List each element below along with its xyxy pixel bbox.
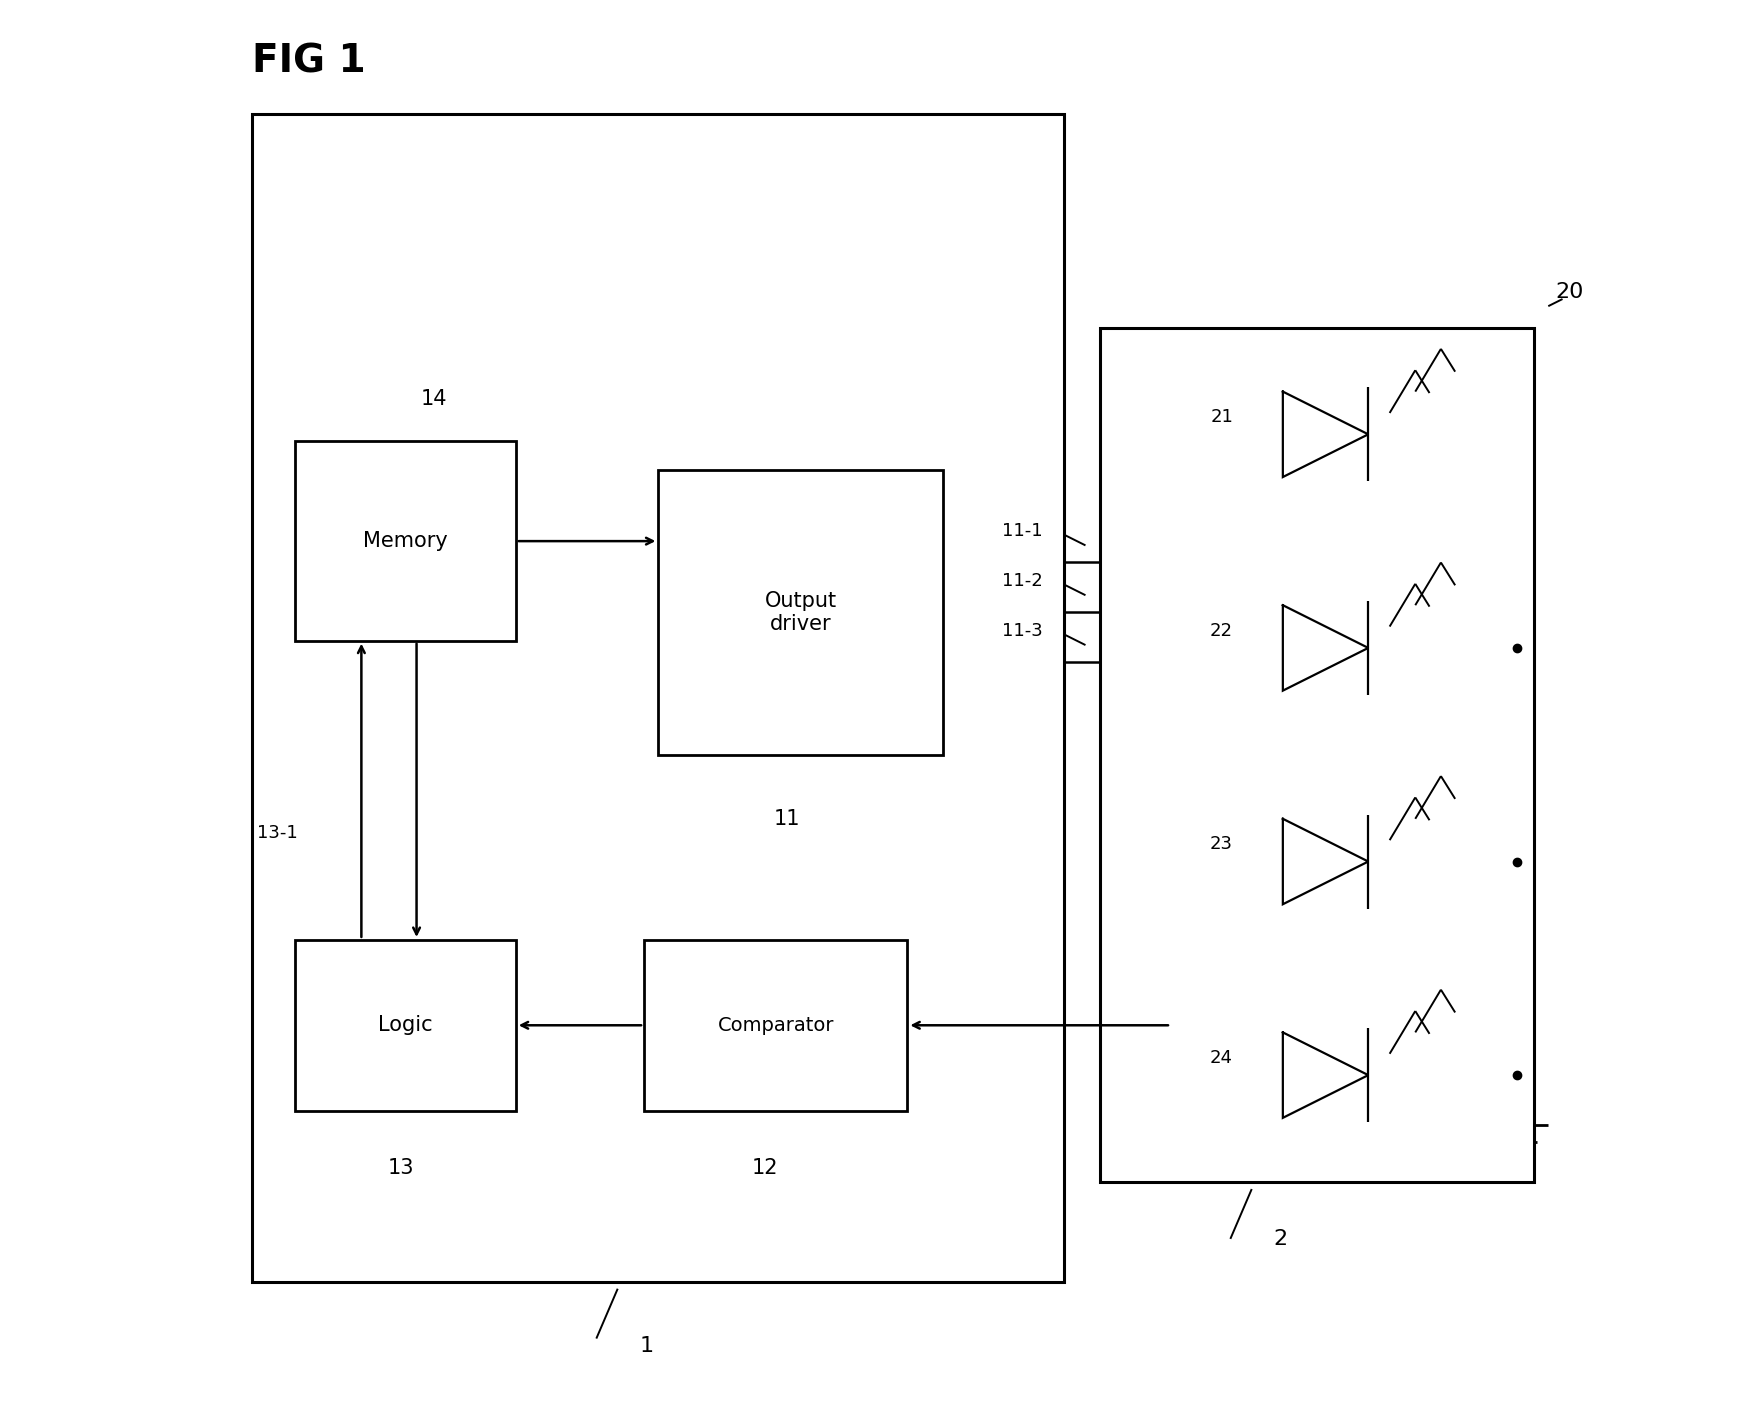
Text: 22: 22 — [1209, 622, 1232, 639]
Bar — [657, 470, 942, 755]
Text: 11-2: 11-2 — [1001, 572, 1042, 590]
Bar — [295, 940, 515, 1111]
Text: Comparator: Comparator — [717, 1015, 833, 1035]
Text: 12: 12 — [750, 1158, 778, 1178]
Text: 11: 11 — [773, 809, 799, 829]
Polygon shape — [1283, 1032, 1367, 1118]
Polygon shape — [1283, 819, 1367, 904]
Bar — [1100, 328, 1534, 1182]
Bar — [643, 940, 907, 1111]
Text: 23: 23 — [1209, 836, 1232, 853]
Polygon shape — [1283, 605, 1367, 691]
Text: Logic: Logic — [378, 1015, 432, 1035]
Bar — [295, 441, 515, 641]
Bar — [253, 114, 1063, 1282]
Polygon shape — [1283, 392, 1367, 477]
Text: FIG 1: FIG 1 — [253, 43, 365, 81]
Text: 14: 14 — [420, 389, 446, 409]
Text: 11-1: 11-1 — [1001, 523, 1042, 540]
Text: 11-3: 11-3 — [1001, 622, 1042, 639]
Text: 2: 2 — [1272, 1229, 1286, 1249]
Text: Output
driver: Output driver — [764, 591, 836, 634]
Text: 1: 1 — [640, 1336, 654, 1356]
Text: 13: 13 — [388, 1158, 415, 1178]
Text: 13-1: 13-1 — [257, 824, 297, 842]
Text: 24: 24 — [1209, 1049, 1232, 1067]
Text: Memory: Memory — [364, 531, 448, 551]
Text: 21: 21 — [1209, 409, 1232, 426]
Text: 20: 20 — [1555, 282, 1583, 302]
